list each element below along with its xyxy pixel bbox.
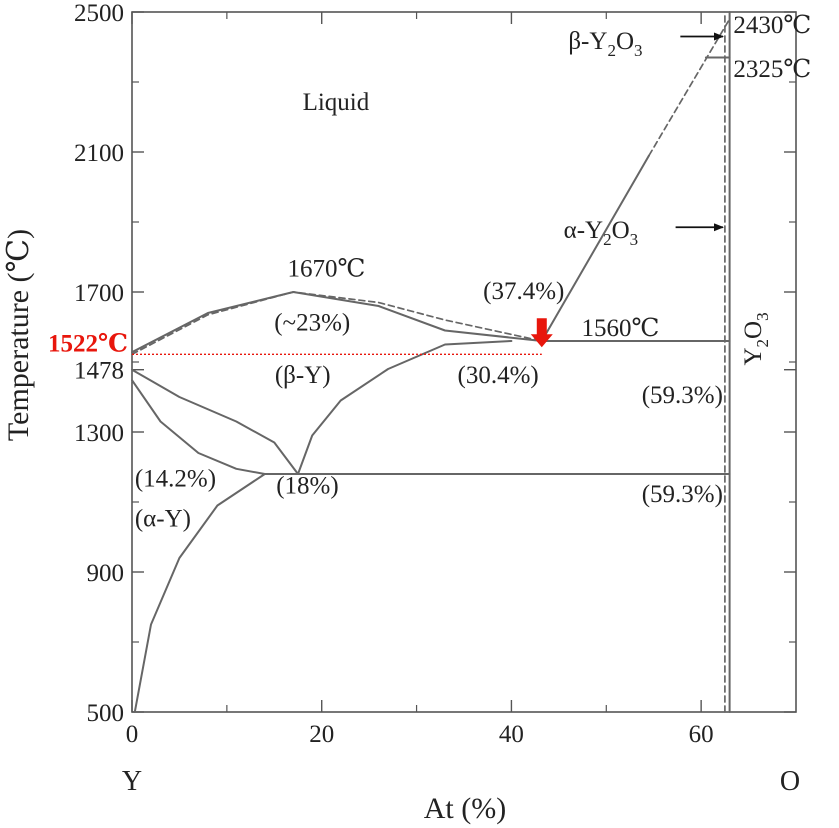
x-tick-label: 20	[309, 721, 334, 748]
series-lines: 1522℃	[48, 11, 731, 713]
annotation-label: 2430℃	[733, 12, 811, 39]
annotation-label: (14.2%)	[135, 465, 216, 492]
annotation-label: (59.3%)	[642, 481, 723, 508]
phase-boundary	[540, 154, 650, 342]
x-tick-label: 40	[499, 721, 524, 748]
red-down-arrow-icon	[530, 318, 553, 348]
x-end-label-y: Y	[122, 766, 142, 797]
dashed-phase-boundary	[648, 18, 731, 157]
y-tick-label: 500	[87, 700, 125, 727]
y-tick-label: 1478	[74, 358, 124, 385]
annotation-label: 1560℃	[582, 315, 660, 342]
annotation-label: (~23%)	[274, 310, 350, 337]
annotation-label: (β-Y)	[275, 362, 331, 389]
phase-label: β-Y2O3	[568, 28, 642, 60]
y-tick-label: 900	[87, 560, 125, 587]
annotation-label: Liquid	[303, 89, 370, 116]
axes: 0 20 40 60 500 900 1300 1478 1700 2100 2500	[74, 0, 797, 748]
x-axis-label: At (%)	[424, 792, 506, 825]
annotation-label: (37.4%)	[483, 278, 564, 305]
y-axis-label: Temperature (℃)	[2, 229, 35, 441]
phase-boundary	[297, 340, 513, 475]
annotation-label: (30.4%)	[458, 362, 539, 389]
phase-boundary	[131, 291, 543, 354]
phase-boundary	[133, 473, 266, 713]
x-end-label-o: O	[780, 766, 800, 797]
annotation-label: (59.3%)	[642, 382, 723, 409]
x-tick-label: 60	[689, 721, 714, 748]
annotation-label: 1670℃	[287, 255, 365, 282]
y-tick-label: 1300	[74, 420, 124, 447]
y-tick-label: 2100	[74, 140, 124, 167]
y2o3-vertical-label: Y2O3	[740, 312, 772, 365]
red-temperature-label: 1522℃	[48, 330, 128, 357]
x-tick-label: 0	[126, 721, 139, 748]
phase-label: α-Y2O3	[564, 217, 639, 249]
y-tick-label: 1700	[74, 280, 124, 307]
annotation-label: (α-Y)	[135, 506, 191, 533]
annotations: Liquid 1670℃ (~23%) (β-Y) (37.4%) 1560℃ (30.4%…	[135, 12, 812, 533]
phase-boundary	[131, 379, 266, 475]
y-tick-label: 2500	[74, 0, 124, 27]
annotation-label: (18%)	[276, 472, 338, 499]
dashed-phase-boundary	[131, 291, 543, 356]
phase-boundary	[131, 368, 299, 475]
annotation-label: 2325℃	[733, 56, 811, 83]
